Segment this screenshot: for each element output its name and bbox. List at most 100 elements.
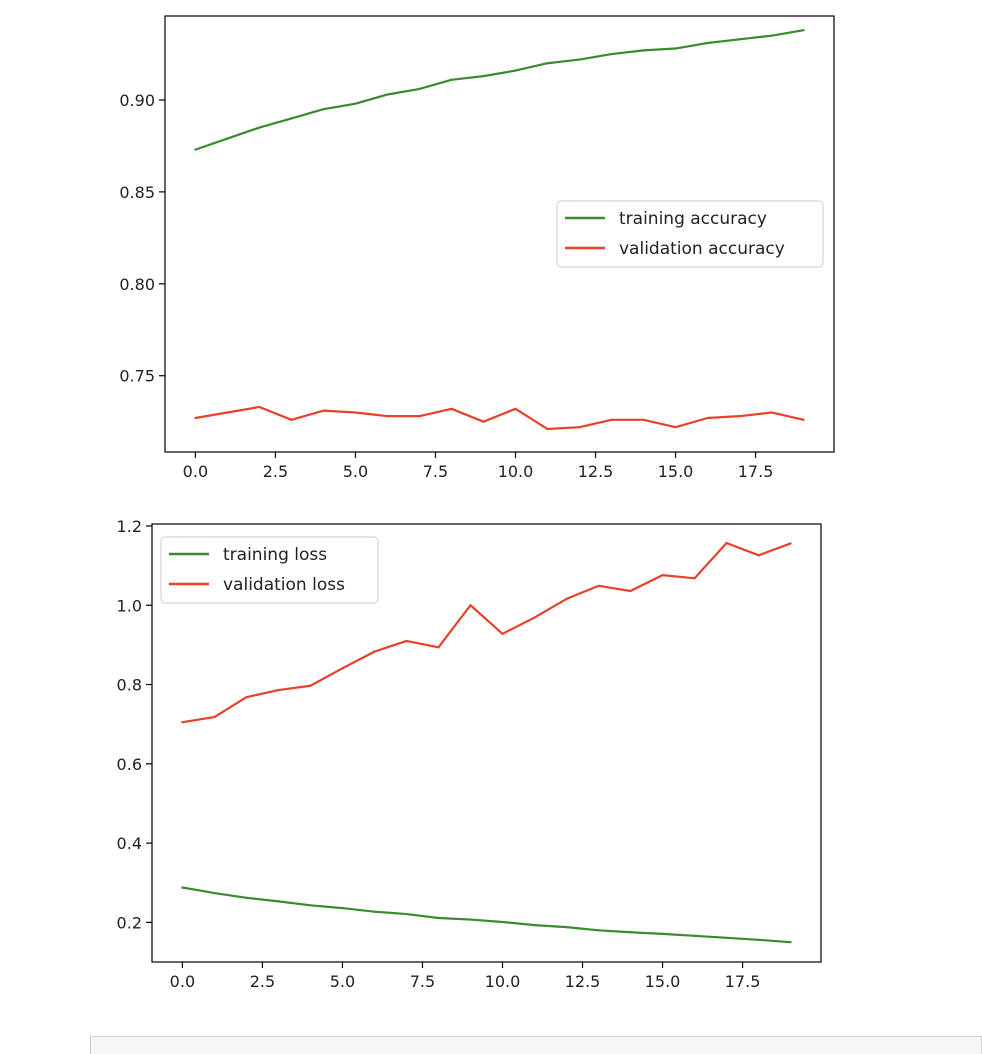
data-point-training-loss — [565, 926, 568, 929]
data-point-training-accuracy — [194, 148, 197, 151]
y-tick-label: 0.4 — [117, 834, 142, 853]
legend-label: validation loss — [223, 575, 345, 595]
x-tick-label: 5.0 — [343, 462, 368, 481]
data-point-training-loss — [309, 904, 312, 907]
data-point-validation-loss — [469, 604, 472, 607]
legend-label: validation accuracy — [619, 239, 785, 259]
data-point-validation-accuracy — [258, 405, 261, 409]
data-point-validation-loss — [405, 639, 408, 643]
y-tick-label: 0.90 — [119, 91, 155, 110]
data-point-training-accuracy — [770, 34, 773, 37]
y-tick-label: 0.80 — [119, 275, 155, 294]
loss-chart: 0.0 2.5 5.0 7.5 10.0 12.5 15.0 17.5 0.2 0.4 0.6 0.8… — [117, 517, 822, 991]
data-point-validation-loss — [533, 616, 536, 619]
data-point-training-loss — [469, 918, 472, 921]
y-tick-label: 0.6 — [117, 755, 142, 774]
data-point-training-loss — [597, 929, 600, 932]
data-point-validation-accuracy — [802, 418, 805, 421]
next-code-cell[interactable] — [90, 1036, 982, 1054]
data-point-validation-loss — [565, 597, 568, 601]
series-line-training-loss — [182, 886, 791, 944]
data-point-training-loss — [757, 938, 760, 941]
series-line-validation-accuracy — [195, 405, 804, 431]
data-point-validation-accuracy — [482, 420, 485, 423]
data-point-training-accuracy — [642, 49, 645, 52]
data-point-validation-accuracy — [770, 411, 773, 414]
data-point-training-loss — [533, 924, 536, 927]
data-point-validation-accuracy — [290, 418, 293, 421]
data-point-training-accuracy — [674, 47, 677, 50]
data-point-training-accuracy — [546, 62, 549, 65]
data-point-training-accuracy — [738, 38, 741, 41]
data-point-validation-loss — [757, 554, 760, 557]
x-tick-label: 0.0 — [170, 972, 195, 991]
legend-box — [160, 536, 379, 604]
x-tick-label: 10.0 — [485, 972, 521, 991]
legend-label: training accuracy — [619, 209, 767, 229]
data-point-training-loss — [693, 934, 696, 937]
data-point-validation-loss — [373, 650, 376, 653]
data-point-validation-accuracy — [354, 411, 357, 414]
axes-frame — [151, 523, 822, 963]
data-point-training-accuracy — [578, 58, 581, 61]
data-point-training-accuracy — [322, 108, 325, 111]
data-point-training-loss — [213, 891, 216, 895]
data-point-validation-accuracy — [322, 409, 325, 412]
data-point-validation-accuracy — [674, 426, 677, 429]
data-point-validation-loss — [597, 584, 600, 587]
data-point-validation-accuracy — [226, 411, 229, 414]
data-point-validation-accuracy — [642, 418, 645, 421]
data-point-validation-loss — [245, 696, 248, 699]
data-point-validation-accuracy — [610, 418, 613, 421]
data-point-training-loss — [725, 936, 728, 939]
x-tick-label: 5.0 — [330, 972, 355, 991]
data-point-validation-accuracy — [418, 415, 421, 418]
x-tick-label: 7.5 — [410, 972, 435, 991]
data-point-training-accuracy — [610, 52, 613, 56]
data-point-training-accuracy — [226, 137, 229, 140]
data-point-training-accuracy — [290, 117, 293, 120]
series-line-validation-loss — [182, 541, 791, 724]
data-point-validation-loss — [341, 667, 344, 670]
data-point-validation-loss — [661, 574, 664, 577]
data-point-training-loss — [629, 931, 632, 934]
data-point-validation-accuracy — [386, 415, 389, 418]
data-point-training-accuracy — [386, 93, 389, 96]
x-tick-label: 0.0 — [183, 462, 208, 481]
data-point-validation-loss — [693, 577, 696, 580]
y-tick-label: 1.2 — [117, 517, 142, 536]
data-point-validation-loss — [277, 688, 280, 692]
x-tick-label: 2.5 — [263, 462, 288, 481]
data-point-training-accuracy — [514, 69, 517, 72]
data-point-training-accuracy — [450, 78, 453, 81]
y-tick-label: 1.0 — [117, 596, 142, 615]
data-point-training-loss — [277, 900, 280, 903]
x-tick-label: 10.0 — [498, 462, 534, 481]
data-point-validation-accuracy — [546, 427, 549, 431]
data-point-training-loss — [373, 910, 376, 913]
x-tick-label: 17.5 — [725, 972, 761, 991]
data-point-training-accuracy — [802, 29, 805, 32]
data-point-training-loss — [245, 896, 248, 899]
data-point-validation-loss — [725, 541, 728, 545]
x-tick-label: 15.0 — [658, 462, 694, 481]
x-tick-label: 7.5 — [423, 462, 448, 481]
data-point-training-loss — [661, 932, 664, 935]
y-tick-label: 0.8 — [117, 676, 142, 695]
x-tick-label: 12.5 — [565, 972, 601, 991]
x-tick-label: 2.5 — [250, 972, 275, 991]
data-point-validation-loss — [213, 715, 216, 719]
data-point-validation-loss — [789, 542, 792, 545]
legend-label: training loss — [223, 545, 327, 565]
data-point-validation-loss — [437, 646, 440, 649]
accuracy-chart: 0.0 2.5 5.0 7.5 10.0 12.5 15.0 17.5 0.75 0.80 0.85… — [119, 15, 835, 481]
data-point-training-loss — [341, 906, 344, 910]
data-point-training-loss — [437, 916, 440, 920]
data-point-training-accuracy — [482, 75, 485, 78]
data-point-training-accuracy — [354, 102, 357, 105]
data-point-validation-accuracy — [578, 426, 581, 429]
axes-frame — [164, 15, 835, 453]
data-point-validation-loss — [629, 589, 632, 593]
data-point-training-loss — [181, 886, 184, 889]
